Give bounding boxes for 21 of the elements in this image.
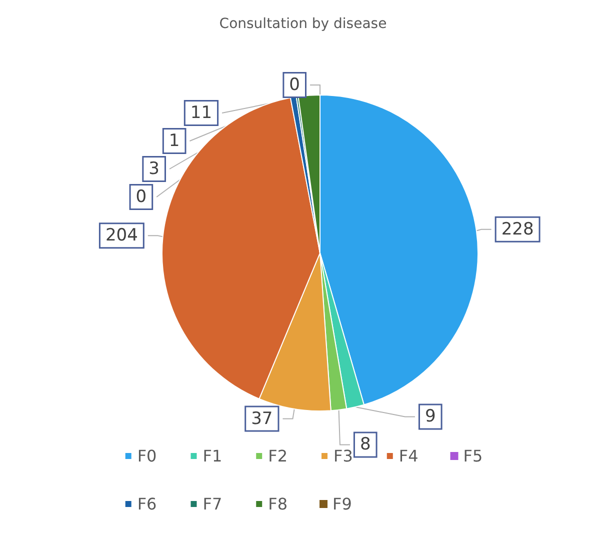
legend-label: F7: [202, 494, 222, 514]
data-label: 228: [501, 219, 534, 240]
data-label: 9: [424, 406, 436, 427]
legend-label: F6: [137, 494, 157, 514]
legend-label: F0: [137, 446, 157, 466]
legend-label: F9: [332, 494, 352, 514]
data-label: 204: [105, 226, 138, 246]
chart-title: Consultation by disease: [219, 16, 387, 32]
data-label: 8: [360, 434, 371, 455]
data-label: 11: [190, 103, 212, 123]
text: 0: [136, 187, 147, 207]
legend-label: F5: [463, 446, 483, 466]
text: 0: [289, 75, 300, 95]
legend-label: F4: [398, 446, 418, 466]
legend-label: F1: [202, 446, 222, 466]
data-label: 1: [168, 131, 180, 151]
data-label: 37: [251, 408, 273, 429]
data-label: 3: [148, 159, 160, 179]
legend-label: F3: [334, 446, 353, 466]
legend-label: F2: [268, 446, 288, 466]
legend-label: F8: [268, 494, 288, 514]
